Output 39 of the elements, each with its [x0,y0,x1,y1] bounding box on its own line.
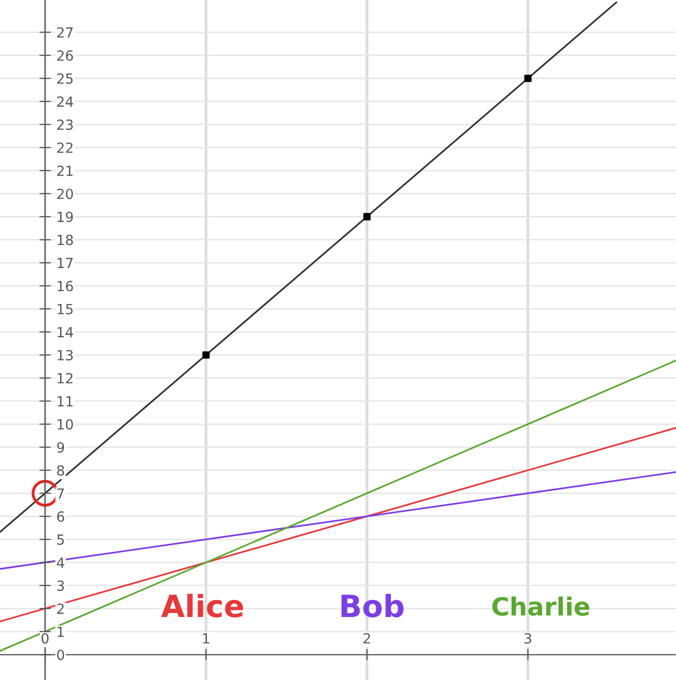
y-tick-label: 7 [57,488,64,499]
y-tick-label: 8 [57,465,64,476]
y-tick-label: 14 [58,327,74,338]
y-tick-label: 4 [56,558,64,568]
series-label: Alice [161,594,244,618]
text: Charlie [492,596,590,616]
y-tick-label: 16 [58,280,73,292]
y-tick-label: 24 [57,96,74,107]
y-tick-label: 22 [57,142,72,153]
point [363,213,371,220]
y-tick-label: 15 [58,304,73,314]
y-tick-label: 5 [57,534,64,545]
y-tick-label: 21 [57,166,73,176]
y-tick-label: 9 [57,442,64,453]
y-tick-label: 19 [58,212,73,222]
x-tick-label: 2 [364,633,370,644]
y-tick-label: 23 [57,119,73,130]
y-tick-label: 0 [57,650,64,660]
y-tick-label: 3 [57,580,64,591]
point [524,74,532,82]
y-tick-label: 17 [58,258,73,268]
y-tick-label: 25 [57,73,73,84]
y-tick-label: 11 [58,396,73,406]
y-tick-label: 13 [58,350,73,360]
y-tick-label: 12 [58,373,72,384]
y-tick-label: 27 [57,27,73,38]
x-tick-label: 1 [203,633,210,644]
y-tick-label: 1 [58,626,64,637]
y-tick-label: 10 [58,419,73,430]
y-tick-label: 26 [57,50,73,61]
text: Bob [342,594,404,618]
point [202,351,210,359]
y-tick-label: 6 [57,511,64,522]
x-tick-label: 3 [524,633,532,644]
y-tick-label: 20 [57,188,73,200]
y-tick-label: 2 [57,604,64,614]
x-tick-label: 0 [42,633,49,644]
y-tick-label: 18 [58,234,73,246]
point [32,480,58,507]
